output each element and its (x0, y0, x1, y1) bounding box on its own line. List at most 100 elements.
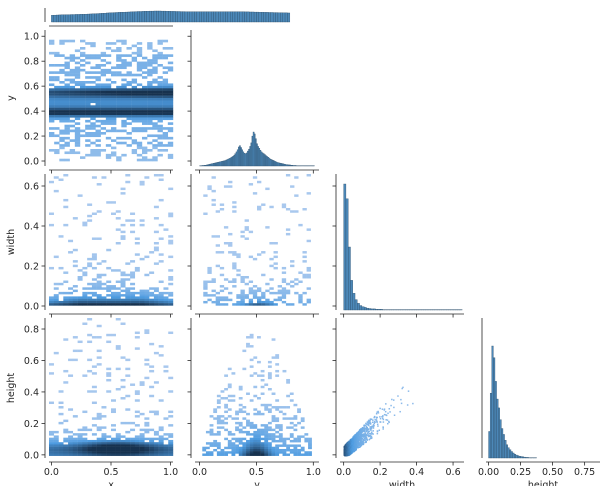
hist2d-cell (253, 412, 258, 416)
hist2d-cell (357, 435, 359, 437)
hist2d-cell (58, 442, 64, 445)
hist2d-cell (253, 356, 258, 359)
hist2d-cell (232, 303, 237, 306)
hist2d-cell (91, 385, 97, 389)
hist2d-cell (131, 119, 138, 123)
hist2d-cell (120, 444, 126, 447)
hist2d-cell (306, 174, 311, 177)
hist2d-cell (238, 424, 243, 427)
hist2d-cell (215, 251, 220, 254)
hist2d-cell (111, 112, 117, 116)
hist2d-cell (153, 430, 159, 434)
hist2d-cell (344, 444, 347, 447)
hist2d-cell (372, 427, 375, 429)
hist2d-cell (64, 110, 70, 113)
hist2d-cell (249, 358, 254, 362)
hist2d-cell (260, 437, 265, 441)
hist2d-cell (275, 374, 280, 377)
hist2d-cell (149, 437, 155, 441)
hist2d-cell (304, 451, 309, 454)
hist2d-cell (95, 115, 101, 118)
hist2d-cell (261, 203, 266, 206)
hist2d-cell (281, 278, 287, 281)
hist2d-cell (59, 132, 65, 135)
histogram-bar (196, 11, 200, 23)
hist2d-cell (49, 300, 54, 304)
hist2d-cell (407, 390, 410, 392)
hist2d-cell (224, 428, 229, 432)
hist2d-cell (147, 73, 153, 77)
hist2d-cell (158, 453, 164, 456)
hist2d-cell (126, 93, 132, 96)
histogram-bar (284, 12, 288, 23)
hist2d-cell (126, 83, 132, 87)
hist2d-cell (152, 98, 158, 101)
hist2d-cell (96, 294, 102, 297)
hist2d-cell (153, 174, 159, 177)
hist2d-cell (293, 439, 298, 443)
hist2d-cell (285, 228, 291, 231)
hist2d-cell (49, 442, 54, 445)
hist2d-cell (125, 448, 131, 452)
hist2d-cell (203, 285, 208, 288)
hist2d-cell (69, 85, 76, 89)
hist2d-cell (59, 71, 65, 74)
histogram-bar (65, 14, 69, 23)
hist2d-cell (54, 64, 60, 67)
hist2d-cell (144, 430, 150, 434)
hist2d-cell (346, 453, 348, 455)
hist2d-cell (53, 435, 59, 438)
hist2d-cell (115, 437, 121, 441)
hist2d-cell (64, 112, 70, 116)
hist2d-cell (379, 416, 381, 418)
x-axis-label: height (528, 480, 559, 486)
hist2d-cell (153, 453, 159, 456)
hist2d-cell (69, 95, 76, 99)
hist2d-cell (95, 83, 101, 87)
hist2d-cell (101, 296, 107, 299)
hist2d-cell (91, 303, 97, 306)
hist2d-cell (277, 291, 282, 295)
hist2d-cell (157, 112, 163, 116)
hist2d-cell (238, 446, 243, 450)
hist2d-cell (91, 285, 97, 288)
hist2d-cell (211, 203, 216, 206)
hist2d-cell (131, 95, 138, 99)
hist2d-cell (116, 71, 122, 74)
hist2d-cell (162, 102, 169, 106)
hist2d-cell (369, 437, 372, 440)
hist2d-cell (372, 424, 375, 426)
hist2d-cell (111, 303, 116, 306)
hist2d-cell (139, 180, 145, 184)
hist2d-cell (82, 448, 88, 452)
hist2d-cell (100, 54, 107, 57)
hist2d-cell (162, 136, 169, 140)
hist2d-cell (168, 415, 174, 418)
hist2d-cell (96, 183, 102, 186)
hist2d-cell (157, 83, 163, 87)
hist2d-cell (139, 435, 145, 438)
hist2d-cell (267, 365, 272, 368)
hist2d-cell (216, 417, 221, 420)
histogram-bar (249, 11, 252, 23)
histogram-bar (343, 183, 347, 311)
hist2d-cell (63, 444, 69, 447)
hist2d-cell (220, 419, 225, 423)
hist2d-cell (59, 93, 65, 96)
y-axis-label: width (6, 229, 17, 255)
hist2d-cell (142, 115, 148, 118)
hist2d-cell (49, 446, 54, 450)
hist2d-cell (90, 149, 96, 152)
hist2d-cell (365, 433, 367, 436)
hist2d-cell (144, 428, 150, 432)
histogram-bar (251, 11, 255, 23)
hist2d-cell (111, 448, 116, 452)
hist2d-cell (260, 448, 265, 452)
hist2d-cell (385, 414, 387, 416)
hist2d-cell (162, 112, 169, 116)
hist2d-cell (59, 107, 65, 111)
hist2d-cell (106, 298, 112, 302)
hist2d-cell (220, 448, 225, 452)
hist2d-cell (136, 90, 143, 94)
hist2d-cell (125, 273, 131, 277)
